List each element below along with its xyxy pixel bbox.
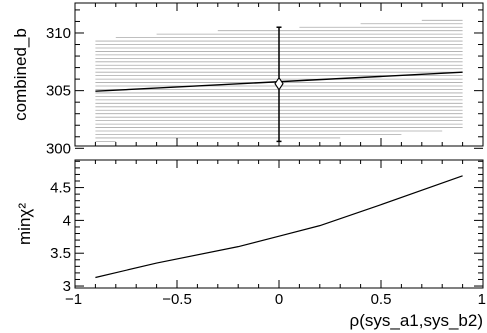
bottom-series xyxy=(95,175,463,279)
data-point-diamond xyxy=(274,76,284,91)
y-tick-label: 3 xyxy=(63,278,71,295)
top-y-axis-label: combined_b xyxy=(11,28,30,121)
y-tick-label: 305 xyxy=(46,83,71,100)
x-tick-label: 0 xyxy=(275,291,283,308)
x-tick-label: −1 xyxy=(65,291,82,308)
bottom-plot-frame xyxy=(74,159,484,289)
top-ticks: 300 305 310 xyxy=(46,3,484,157)
bottom-ticks: 3 3.5 4 4.5 −1 −0.5 0 0.5 1 xyxy=(50,160,486,308)
top-panel: 300 305 310 combined_b xyxy=(11,2,484,157)
y-tick-label: 310 xyxy=(46,25,71,42)
x-tick-label: 1 xyxy=(478,291,486,308)
y-tick-label: 3.5 xyxy=(50,245,71,262)
y-tick-label: 4 xyxy=(63,212,71,229)
bottom-y-axis-label: minχ² xyxy=(15,203,34,245)
central-point xyxy=(274,26,284,143)
x-tick-label: −0.5 xyxy=(162,291,192,308)
y-tick-label: 300 xyxy=(46,140,71,157)
minchi2-line xyxy=(95,175,463,279)
x-axis-label: ρ(sys_a1,sys_b2) xyxy=(350,311,483,330)
x-tick-label: 0.5 xyxy=(371,291,392,308)
bottom-panel: 3 3.5 4 4.5 −1 −0.5 0 0.5 1 minχ² ρ(sys_a1,sys_b… xyxy=(15,159,486,330)
y-tick-label: 4.5 xyxy=(50,180,71,197)
